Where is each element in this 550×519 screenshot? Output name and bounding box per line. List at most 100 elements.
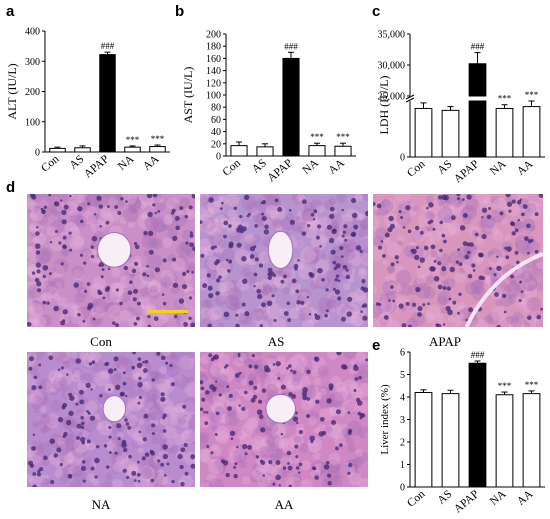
- cytoplasm-blob: [27, 260, 39, 275]
- nucleus: [339, 245, 344, 251]
- cytoplasm-blob: [270, 466, 282, 478]
- cytoplasm-blob: [29, 390, 44, 405]
- cytoplasm-blob: [41, 206, 53, 218]
- cytoplasm-blob: [482, 274, 492, 284]
- cytoplasm-blob: [295, 355, 305, 365]
- nucleus: [43, 205, 48, 209]
- cytoplasm-blob: [446, 194, 458, 201]
- cytoplasm-blob: [204, 258, 215, 270]
- cytoplasm-blob: [53, 281, 62, 291]
- cytoplasm-blob: [215, 403, 224, 412]
- nucleus: [496, 255, 499, 258]
- nucleus: [235, 313, 239, 317]
- cytoplasm-blob: [267, 422, 279, 434]
- cytoplasm-blob: [452, 197, 463, 208]
- cytoplasm-blob: [492, 197, 508, 213]
- cytoplasm-blob: [373, 215, 380, 229]
- cytoplasm-blob: [124, 416, 132, 424]
- cytoplasm-blob: [380, 293, 390, 303]
- cytoplasm-blob: [33, 393, 40, 401]
- nucleus: [179, 206, 184, 211]
- cytoplasm-blob: [359, 223, 367, 230]
- cytoplasm-blob: [528, 266, 543, 282]
- significance-label: ###: [471, 350, 485, 360]
- nucleus: [286, 301, 291, 306]
- cytoplasm-blob: [166, 196, 179, 210]
- nucleus: [261, 216, 267, 222]
- cytoplasm-blob: [102, 480, 113, 487]
- cytoplasm-blob: [410, 242, 418, 249]
- cytoplasm-blob: [91, 363, 101, 373]
- nucleus: [223, 234, 227, 239]
- cytoplasm-blob: [429, 250, 437, 258]
- cytoplasm-blob: [301, 208, 314, 222]
- cytoplasm-blob: [155, 201, 166, 212]
- nucleus: [210, 245, 215, 250]
- cytoplasm-blob: [228, 452, 240, 464]
- nucleus: [258, 263, 263, 268]
- cytoplasm-blob: [50, 400, 63, 412]
- cytoplasm-blob: [280, 452, 296, 468]
- cytoplasm-blob: [358, 238, 368, 254]
- nucleus: [123, 265, 129, 271]
- cytoplasm-blob: [125, 273, 141, 290]
- cytoplasm-blob: [382, 259, 389, 266]
- cytoplasm-blob: [133, 436, 143, 447]
- nucleus: [519, 280, 523, 284]
- nucleus: [342, 230, 346, 234]
- cytoplasm-blob: [147, 237, 159, 249]
- cytoplasm-blob: [307, 441, 319, 454]
- nucleus: [523, 236, 529, 241]
- cytoplasm-blob: [201, 220, 212, 231]
- cytoplasm-blob: [437, 250, 444, 258]
- nucleus: [124, 418, 128, 422]
- nucleus: [31, 445, 37, 451]
- nucleus: [410, 249, 414, 253]
- cytoplasm-blob: [176, 242, 192, 258]
- nucleus: [272, 482, 276, 486]
- cytoplasm-blob: [76, 306, 90, 320]
- cytoplasm-blob: [27, 264, 41, 278]
- nucleus: [506, 201, 513, 207]
- cytoplasm-blob: [212, 371, 228, 388]
- nucleus: [154, 267, 160, 273]
- cytoplasm-blob: [201, 217, 217, 232]
- cytoplasm-blob: [324, 199, 334, 210]
- nucleus: [295, 289, 300, 294]
- nucleus: [208, 292, 214, 299]
- y-tick-label: 2: [400, 438, 405, 449]
- nucleus: [292, 416, 299, 422]
- cytoplasm-blob: [523, 207, 534, 217]
- cytoplasm-blob: [238, 460, 247, 469]
- cytoplasm-blob: [236, 430, 247, 440]
- cytoplasm-blob: [106, 290, 119, 302]
- cytoplasm-blob: [113, 311, 122, 320]
- cytoplasm-blob: [417, 213, 432, 228]
- cytoplasm-blob: [359, 218, 368, 231]
- y-tick-label: 200: [206, 30, 221, 41]
- cytoplasm-blob: [260, 436, 274, 450]
- nucleus: [215, 411, 220, 416]
- cytoplasm-blob: [100, 369, 110, 379]
- nucleus: [79, 399, 85, 405]
- cytoplasm-blob: [128, 418, 139, 430]
- panel-letter-b: b: [175, 3, 185, 20]
- cytoplasm-blob: [170, 405, 185, 420]
- nucleus: [119, 301, 123, 306]
- nucleus: [362, 315, 368, 321]
- cytoplasm-blob: [125, 265, 141, 281]
- cytoplasm-blob: [353, 288, 367, 302]
- nucleus: [445, 305, 451, 312]
- nucleus: [156, 352, 161, 356]
- cytoplasm-blob: [396, 234, 405, 243]
- cytoplasm-blob: [325, 425, 333, 434]
- nucleus: [143, 413, 149, 419]
- nucleus: [246, 214, 250, 218]
- nucleus: [122, 371, 126, 375]
- cytoplasm-blob: [54, 469, 64, 479]
- nucleus: [457, 248, 460, 251]
- cytoplasm-blob: [200, 213, 212, 230]
- nucleus: [283, 311, 289, 316]
- cytoplasm-blob: [252, 440, 268, 456]
